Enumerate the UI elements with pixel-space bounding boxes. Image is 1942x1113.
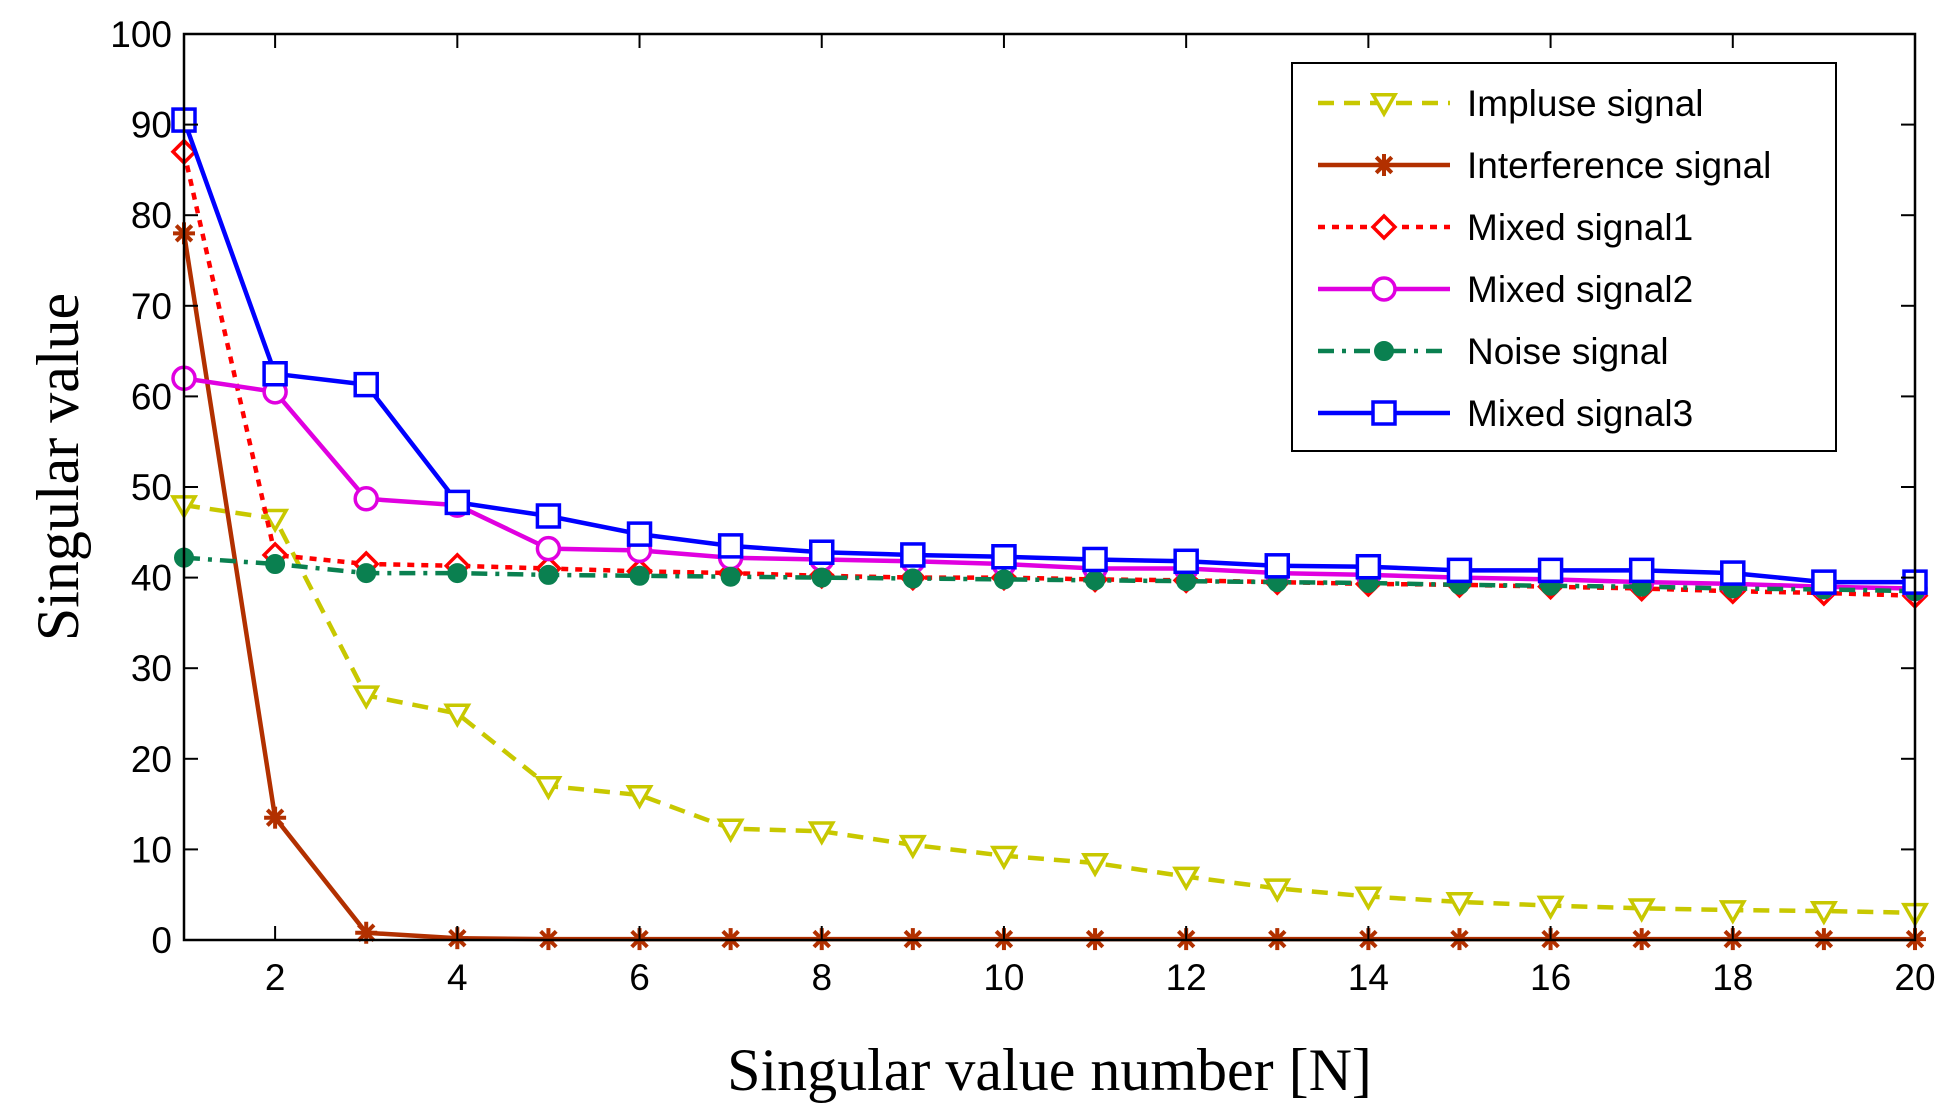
- series-0-point-17: [1718, 900, 1747, 925]
- series-0-point-3: [443, 703, 472, 729]
- series-0-point-13: [1354, 886, 1383, 912]
- x-tick-label-3: 8: [811, 957, 832, 998]
- legend-marker-1: [1373, 154, 1395, 176]
- series-5-point-9: [991, 544, 1017, 570]
- y-tick-label-7: 70: [131, 286, 172, 327]
- series-0-point-9: [989, 845, 1018, 871]
- series-0-point-5: [625, 785, 654, 810]
- series-1-point-1-stroke-3: [265, 808, 285, 827]
- series-4-point-6: [720, 566, 741, 587]
- x-tick-label-4: 10: [983, 957, 1024, 998]
- series-line-5: [181, 119, 1915, 585]
- legend-marker-0: [1369, 93, 1399, 118]
- legend-marker-5: [1371, 400, 1397, 426]
- series-3-point-4: [535, 535, 562, 562]
- series-5-point-7: [808, 539, 835, 565]
- series-5-point-4: [535, 503, 562, 529]
- legend-entry-0: Impluse signal: [1467, 83, 1704, 124]
- series-line-3: [183, 376, 1916, 591]
- legend: Impluse signal Interference signal Mixed s…: [1291, 62, 1837, 452]
- series-0: [169, 495, 1930, 928]
- series-4-point-2: [356, 563, 377, 584]
- series-4-point-11: [1176, 571, 1197, 592]
- series-5-point-10: [1082, 546, 1108, 573]
- legend-marker-3: [1371, 276, 1397, 302]
- series-5-point-2: [353, 371, 379, 398]
- legend-marker-2: [1370, 213, 1398, 241]
- x-tick-label-0: 2: [265, 957, 286, 998]
- series-5-point-14: [1446, 557, 1473, 584]
- series-5-point-8: [900, 542, 926, 568]
- legend-entry-3: Mixed signal2: [1467, 269, 1693, 310]
- y-tick-label-0: 0: [151, 920, 172, 961]
- series-0-point-11: [1172, 866, 1201, 892]
- axis-ticks: 0 10 20 30 40 50 60 70 80 90 100 2 4 6 8 10 12 14 16 18 20: [110, 14, 1935, 998]
- series-0-point-1: [261, 508, 290, 534]
- x-tick-label-5: 12: [1166, 957, 1207, 998]
- x-tick-label-9: 20: [1894, 957, 1935, 998]
- series-3-point-2: [353, 486, 379, 512]
- legend-entry-2: Mixed signal1: [1467, 207, 1693, 248]
- series-5-point-17: [1720, 560, 1746, 586]
- series-5-point-3: [444, 489, 471, 516]
- series-5-point-18: [1811, 569, 1837, 595]
- x-tick-label-1: 4: [447, 957, 468, 998]
- series-4-point-7: [811, 567, 832, 588]
- series-1-point-1: [264, 806, 287, 829]
- series-0-point-15: [1536, 895, 1565, 921]
- series-5-point-16: [1628, 557, 1655, 584]
- y-tick-label-4: 40: [131, 558, 172, 599]
- x-tick-label-2: 6: [629, 957, 650, 998]
- x-axis-label: Singular value number [N]: [727, 1037, 1372, 1103]
- legend-entry-5: Mixed signal3: [1467, 393, 1693, 434]
- series-5-point-6: [717, 533, 744, 559]
- y-tick-label-8: 80: [131, 195, 172, 236]
- series-0-point-18: [1809, 901, 1838, 926]
- series-4-point-8: [902, 568, 923, 589]
- y-tick-label-6: 60: [131, 376, 172, 417]
- legend-entry-1: Interference signal: [1467, 145, 1771, 186]
- series-5-point-11: [1173, 548, 1199, 575]
- y-tick-label-9: 90: [131, 105, 172, 146]
- series-4-point-5: [629, 565, 650, 586]
- series-4-point-4: [538, 564, 559, 585]
- legend-marker-4: [1374, 341, 1394, 361]
- series-0-point-8: [898, 834, 927, 860]
- series-0-point-6: [716, 818, 745, 844]
- series-5-point-15: [1537, 557, 1564, 584]
- y-tick-label-3: 30: [131, 648, 172, 689]
- series-5: [171, 107, 1928, 595]
- series-5-point-13: [1355, 553, 1382, 580]
- legend-box: [1291, 62, 1837, 452]
- y-tick-label-2: 20: [131, 739, 172, 780]
- series-line-4: [183, 555, 1916, 594]
- y-tick-label-10: 100: [110, 14, 172, 55]
- series-0-point-12: [1263, 878, 1292, 903]
- series-4-point-9: [993, 569, 1014, 590]
- series-0-point-4: [534, 775, 563, 801]
- series-5-point-5: [626, 521, 653, 547]
- series-5-point-12: [1264, 553, 1291, 579]
- x-tick-label-8: 18: [1712, 957, 1753, 998]
- legend-marker-1-stroke-3: [1374, 155, 1394, 175]
- series-0-point-2: [352, 685, 381, 710]
- series-0-point-10: [1081, 852, 1110, 878]
- series-4-point-1: [265, 554, 286, 575]
- x-tick-label-6: 14: [1348, 957, 1389, 998]
- series-0-point-7: [807, 821, 836, 846]
- series-0-point-16: [1627, 898, 1656, 923]
- legend-entry-4: Noise signal: [1467, 331, 1669, 372]
- y-tick-label-5: 50: [131, 467, 172, 508]
- x-tick-label-7: 16: [1530, 957, 1571, 998]
- series-4-point-3: [447, 563, 468, 584]
- series-4-point-10: [1085, 570, 1106, 591]
- y-axis-label: Singular value: [25, 293, 91, 641]
- series-1-point-2-stroke-3: [357, 923, 376, 942]
- series-line-0: [183, 502, 1916, 916]
- series-0-point-14: [1445, 891, 1474, 917]
- series-5-point-1: [262, 361, 288, 387]
- y-tick-label-1: 10: [131, 829, 172, 870]
